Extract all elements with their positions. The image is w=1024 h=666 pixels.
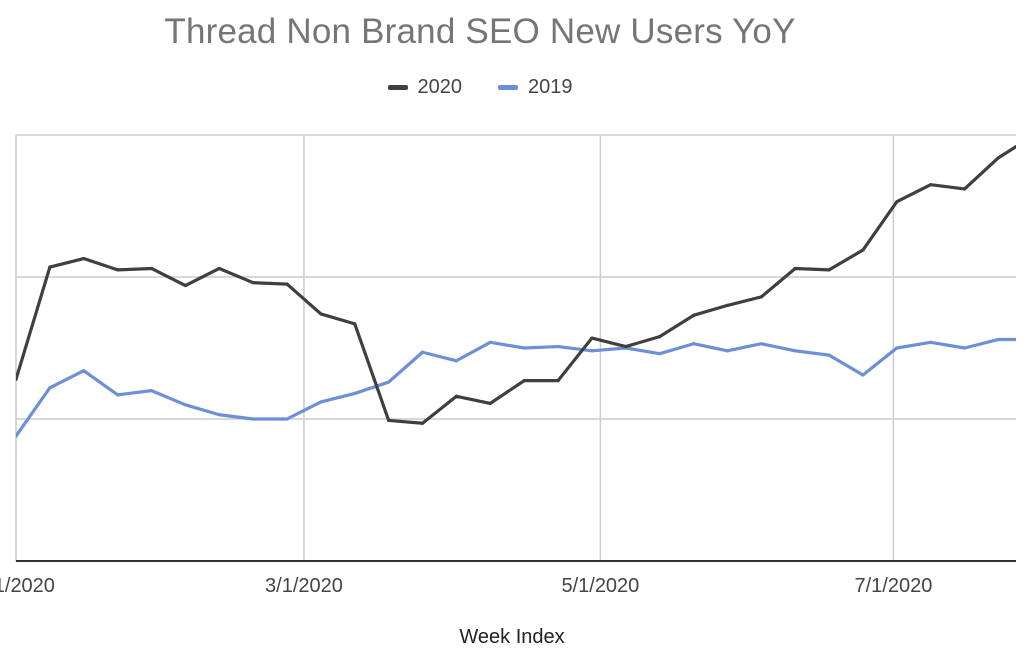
data-point-2019 [962,346,967,350]
data-point-2020 [793,266,797,271]
data-point-2020 [420,421,425,425]
data-point-2020 [454,394,459,398]
data-point-2019 [725,349,730,353]
x-tick-labels: 1/1/2020 3/1/2020 5/1/2020 7/1/2020 [0,575,932,597]
data-point-2019 [658,352,662,356]
data-point-2020 [962,187,967,191]
data-point-2019 [996,337,1001,342]
data-point-2019 [861,373,865,377]
data-point-2020 [82,256,86,261]
data-point-2019 [285,417,289,421]
data-point-2019 [251,417,255,421]
gridlines [16,134,1016,561]
data-point-2020 [759,295,763,299]
legend-swatch-2020 [387,85,408,90]
data-point-2020 [353,322,357,326]
x-tick-label: 3/1/2020 [265,575,343,597]
data-point-2020 [319,312,323,316]
legend-item-2020: 2020 [387,76,463,99]
data-point-2019 [183,403,187,407]
data-point-2020 [183,283,187,288]
data-point-2019 [895,346,899,350]
axes [15,135,1016,562]
legend-item-2019: 2019 [498,76,573,99]
data-point-2019 [48,386,52,390]
legend-label-2019: 2019 [528,76,573,98]
data-point-2019 [116,393,120,397]
data-point-2019 [319,400,323,404]
x-tick-label: 1/1/2020 [0,575,55,597]
data-point-2019 [488,340,492,344]
data-point-2020 [691,313,696,317]
data-point-2020 [725,303,730,307]
data-point-2020 [217,266,221,271]
data-point-2020 [929,183,933,187]
data-point-2019 [556,344,560,349]
data-point-2019 [793,349,797,353]
data-point-2020 [624,344,628,349]
data-point-2020 [48,265,52,269]
data-point-2019 [82,369,86,373]
data-point-2019 [387,380,391,384]
data-point-2020 [556,379,560,383]
x-axis-title: Week Index [459,626,565,648]
data-point-2020 [116,268,120,272]
chart-title: Thread Non Brand SEO New Users YoY [164,12,796,51]
data-point-2019 [454,359,459,363]
chart-legend: 2020 2019 [0,76,960,99]
x-tick-label: 7/1/2020 [854,575,932,597]
data-point-2020 [16,377,18,381]
data-point-2019 [759,342,763,346]
data-point-2019 [691,342,696,346]
data-point-2020 [895,200,899,204]
data-point-2020 [387,418,391,423]
data-point-2019 [149,389,154,393]
series-line-2019 [16,337,1016,438]
data-point-2019 [353,391,357,396]
legend-label-2020: 2020 [417,76,463,98]
data-point-2019 [217,413,221,417]
data-point-2019 [827,353,831,357]
data-point-2019 [16,434,18,438]
data-point-2020 [488,401,492,405]
series-line-2020 [16,144,1016,425]
data-point-2020 [149,266,154,271]
x-tick-label: 5/1/2020 [561,575,639,597]
legend-swatch-2019 [498,85,518,90]
data-point-2019 [929,340,933,344]
data-point-2019 [420,350,425,354]
data-point-2019 [522,346,526,350]
data-point-2020 [251,281,255,285]
data-point-2020 [522,379,526,383]
data-point-2020 [861,248,865,252]
data-point-2020 [827,268,831,272]
series-lines [16,144,1016,438]
data-point-2020 [658,335,662,339]
data-point-2020 [285,282,289,286]
data-point-2020 [996,156,1001,160]
data-point-2019 [590,349,594,353]
data-point-2020 [590,336,594,340]
